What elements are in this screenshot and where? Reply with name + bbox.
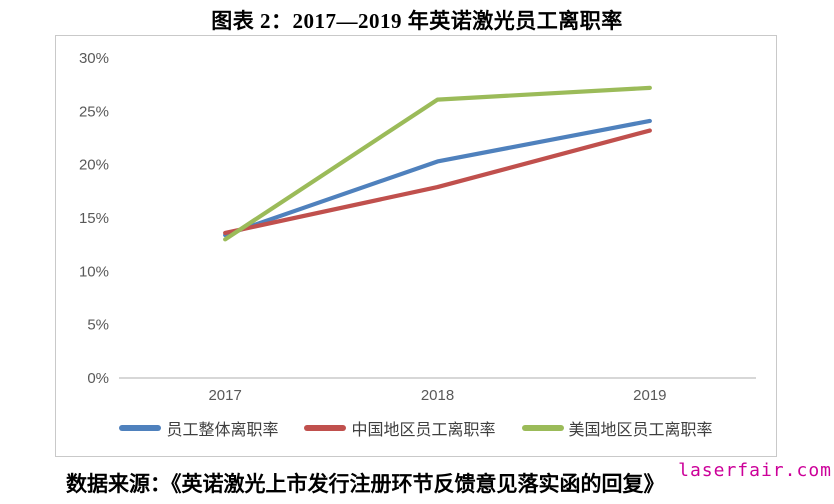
chart-container: 0% 5% 10% 15% 20% 25% 30% 2017 2018 2019 员工整体离职率 …: [55, 35, 777, 457]
legend-label-overall: 员工整体离职率: [166, 422, 279, 439]
legend-item-china: 中国地区员工离职率: [304, 416, 496, 440]
data-source-text: 数据来源：《英诺激光上市发行注册环节反馈意见落实函的回复》: [66, 472, 665, 496]
legend-label-china: 中国地区员工离职率: [351, 422, 496, 439]
line-chart-canvas: 0% 5% 10% 15% 20% 25% 30% 2017 2018 2019: [79, 50, 756, 404]
y-tick-label: 5%: [87, 317, 109, 334]
legend-item-usa: 美国地区员工离职率: [521, 416, 713, 440]
y-tick-label: 25%: [79, 103, 109, 120]
legend-swatch-overall-line: [119, 425, 162, 431]
y-tick-label: 0%: [87, 370, 109, 387]
x-tick-label: 2018: [421, 387, 454, 404]
legend: 员工整体离职率 中国地区员工离职率 美国地区员工离职率: [56, 416, 776, 440]
y-tick-label: 30%: [79, 50, 109, 67]
y-tick-label: 20%: [79, 157, 109, 174]
x-tick-label: 2017: [208, 387, 241, 404]
chart-title: 图表 2：2017—2019 年英诺激光员工离职率: [211, 9, 623, 33]
legend-swatch-china-line: [304, 425, 347, 431]
y-tick-label: 15%: [79, 210, 109, 227]
series-line-0: [223, 118, 652, 238]
x-tick-label: 2019: [633, 387, 666, 404]
y-tick-label: 10%: [79, 263, 109, 280]
series-line-2: [223, 85, 652, 242]
series-line-1: [223, 128, 652, 236]
legend-swatch-usa-line: [521, 425, 564, 431]
legend-item-overall: 员工整体离职率: [119, 416, 278, 440]
legend-label-usa: 美国地区员工离职率: [568, 422, 713, 439]
watermark-text: laserfair.com: [678, 460, 832, 481]
